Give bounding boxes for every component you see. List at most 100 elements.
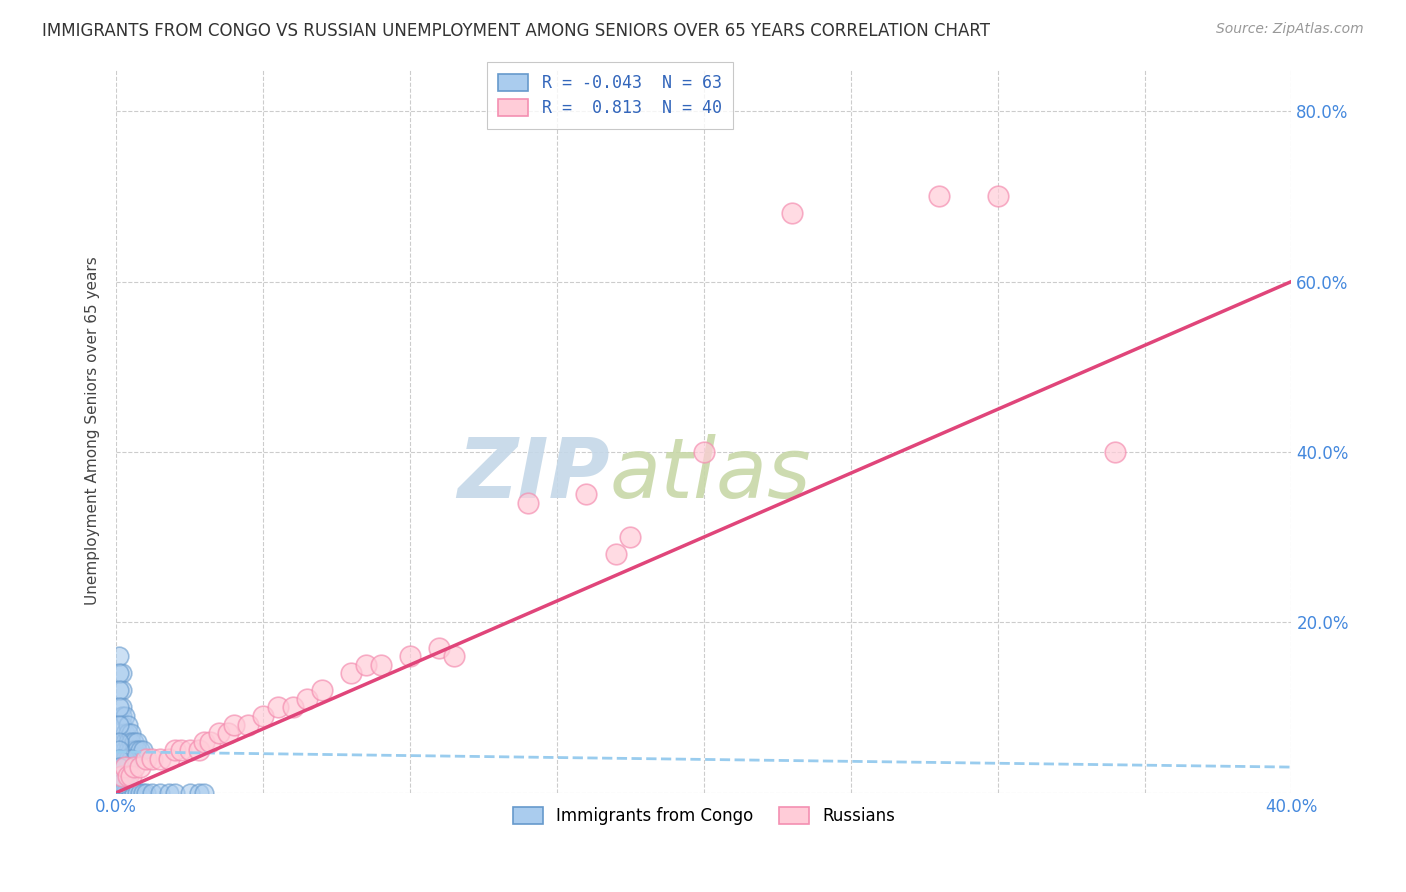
Point [1104, 445, 1126, 459]
Point [187, 743, 209, 757]
Point [114, 760, 136, 774]
Point [117, 743, 139, 757]
Point [111, 666, 134, 681]
Point [217, 726, 239, 740]
Point [114, 777, 136, 791]
Point [114, 726, 136, 740]
Point [141, 786, 163, 800]
Point [114, 769, 136, 783]
Point [135, 751, 157, 765]
Point [108, 666, 131, 681]
Point [281, 700, 304, 714]
Point [120, 726, 142, 740]
Point [128, 760, 150, 774]
Point [132, 786, 155, 800]
Point [619, 530, 641, 544]
Point [120, 734, 142, 748]
Point [120, 786, 142, 800]
Point [122, 734, 145, 748]
Point [311, 683, 333, 698]
Point [120, 743, 142, 757]
Point [108, 743, 131, 757]
Point [200, 734, 222, 748]
Point [693, 803, 716, 817]
Point [117, 717, 139, 731]
Point [120, 769, 142, 783]
Point [187, 786, 209, 800]
Point [546, 803, 568, 817]
Point [429, 640, 451, 655]
Legend: Immigrants from Congo, Russians: Immigrants from Congo, Russians [503, 797, 905, 835]
Point [179, 786, 201, 800]
Point [135, 786, 157, 800]
Point [117, 734, 139, 748]
Point [117, 751, 139, 765]
Point [108, 760, 131, 774]
Point [149, 751, 172, 765]
Point [252, 709, 274, 723]
Point [238, 717, 260, 731]
Point [157, 751, 180, 765]
Point [125, 743, 148, 757]
Point [780, 206, 803, 220]
Point [222, 717, 245, 731]
Point [141, 751, 163, 765]
Point [111, 717, 134, 731]
Point [108, 769, 131, 783]
Point [128, 743, 150, 757]
Point [163, 786, 186, 800]
Point [179, 743, 201, 757]
Point [117, 726, 139, 740]
Point [193, 734, 215, 748]
Point [114, 709, 136, 723]
Point [399, 649, 422, 664]
Point [693, 445, 716, 459]
Point [111, 683, 134, 698]
Point [108, 717, 131, 731]
Text: Source: ZipAtlas.com: Source: ZipAtlas.com [1216, 22, 1364, 37]
Point [267, 700, 290, 714]
Point [149, 786, 172, 800]
Point [111, 769, 134, 783]
Point [928, 189, 950, 203]
Point [111, 760, 134, 774]
Point [340, 666, 363, 681]
Point [157, 786, 180, 800]
Point [108, 777, 131, 791]
Text: ZIP: ZIP [457, 434, 610, 515]
Point [108, 751, 131, 765]
Point [111, 751, 134, 765]
Point [128, 786, 150, 800]
Point [117, 760, 139, 774]
Point [163, 743, 186, 757]
Text: atlas: atlas [610, 434, 811, 515]
Point [117, 769, 139, 783]
Point [575, 487, 598, 501]
Point [111, 777, 134, 791]
Point [122, 743, 145, 757]
Y-axis label: Unemployment Among Seniors over 65 years: Unemployment Among Seniors over 65 years [86, 256, 100, 605]
Point [114, 734, 136, 748]
Point [516, 496, 538, 510]
Point [125, 786, 148, 800]
Point [132, 743, 155, 757]
Point [108, 734, 131, 748]
Point [443, 649, 465, 664]
Point [120, 751, 142, 765]
Point [108, 649, 131, 664]
Point [114, 786, 136, 800]
Point [111, 786, 134, 800]
Point [122, 760, 145, 774]
Point [111, 700, 134, 714]
Point [370, 657, 392, 672]
Point [111, 769, 134, 783]
Point [354, 657, 377, 672]
Point [117, 786, 139, 800]
Point [208, 726, 231, 740]
Point [114, 751, 136, 765]
Point [125, 734, 148, 748]
Point [122, 786, 145, 800]
Text: IMMIGRANTS FROM CONGO VS RUSSIAN UNEMPLOYMENT AMONG SENIORS OVER 65 YEARS CORREL: IMMIGRANTS FROM CONGO VS RUSSIAN UNEMPLO… [42, 22, 990, 40]
Point [111, 709, 134, 723]
Point [987, 189, 1010, 203]
